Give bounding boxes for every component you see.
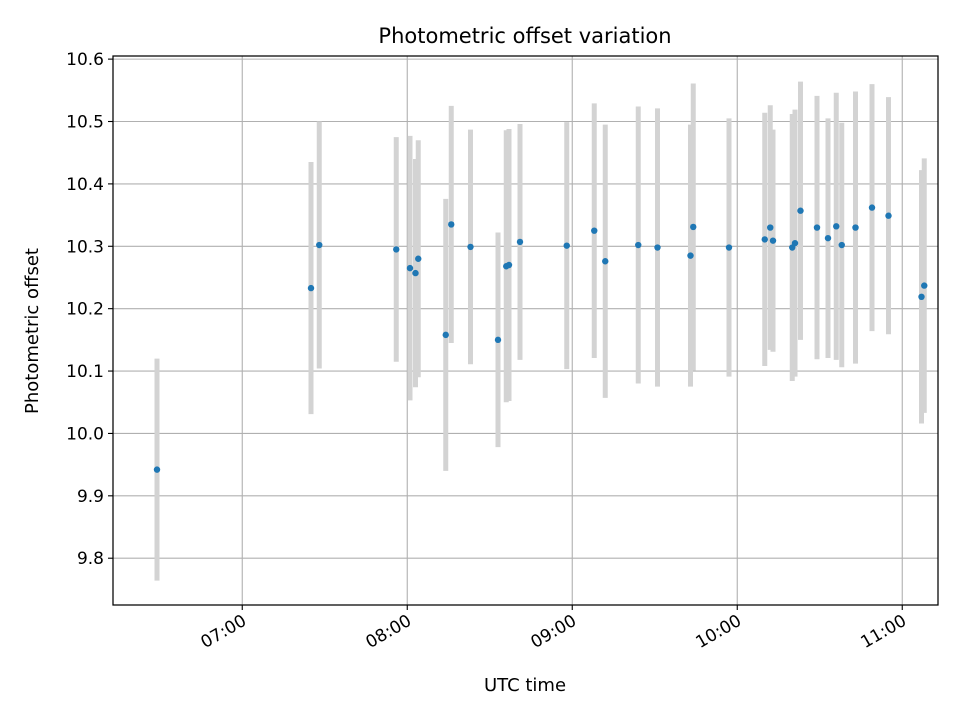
y-tick-label: 10.6 [66, 50, 104, 70]
data-point [885, 212, 892, 219]
data-point [833, 223, 840, 230]
data-point [591, 227, 598, 234]
y-tick-label: 10.0 [66, 424, 104, 444]
chart-title: Photometric offset variation [378, 24, 671, 48]
data-point [316, 241, 323, 249]
data-point [393, 246, 400, 253]
y-tick-label: 9.9 [77, 487, 104, 507]
data-point [690, 223, 697, 231]
y-axis: 9.8 9.9 10.0 10.1 10.2 10.3 10.4 10.5 10.6 [66, 50, 113, 569]
data-point [761, 236, 768, 243]
y-tick-label: 10.1 [66, 362, 104, 382]
data-point [442, 331, 449, 339]
data-point [769, 237, 777, 244]
data-point [797, 207, 804, 214]
y-tick-label: 10.2 [66, 300, 104, 320]
data-point [448, 221, 455, 228]
y-tick-label: 9.8 [77, 549, 104, 569]
data-point [412, 269, 419, 277]
y-tick-label: 10.5 [66, 113, 104, 133]
data-point [918, 293, 925, 301]
data-point [687, 252, 694, 259]
data-point [791, 239, 799, 247]
data-points [153, 204, 928, 473]
data-point [921, 282, 928, 289]
x-axis-label: UTC time [484, 675, 566, 696]
data-point [868, 204, 876, 211]
plot-frame [112, 55, 939, 606]
data-point [415, 255, 422, 262]
data-point [563, 242, 570, 249]
data-point [467, 243, 474, 251]
data-point [852, 224, 859, 231]
data-point [813, 224, 821, 231]
data-point [307, 284, 315, 292]
data-point [602, 258, 609, 265]
data-point [654, 244, 661, 251]
data-point [494, 336, 502, 344]
y-axis-label: Photometric offset [22, 248, 43, 414]
data-point [516, 238, 524, 246]
data-point [838, 241, 845, 249]
data-point [767, 224, 774, 231]
y-tick-label: 10.4 [66, 175, 104, 195]
data-point [725, 244, 733, 251]
data-point [824, 234, 832, 242]
y-tick-label: 10.3 [66, 237, 104, 257]
data-point [635, 241, 642, 249]
data-point [153, 466, 161, 473]
data-point [505, 261, 513, 269]
data-point [406, 264, 414, 272]
